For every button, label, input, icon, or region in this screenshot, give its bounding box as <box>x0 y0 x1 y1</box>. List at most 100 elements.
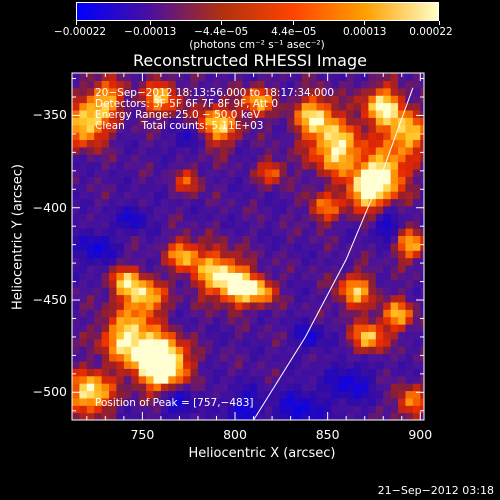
heatmap-cell <box>301 397 310 406</box>
heatmap-cell <box>72 109 81 118</box>
heatmap-cell <box>257 168 266 177</box>
energy-range-annotation: Energy Range: 25.0 − 50.0 keV <box>95 109 261 121</box>
heatmap-cell <box>309 154 318 163</box>
heatmap-cell <box>346 368 355 377</box>
heatmap-cell <box>79 324 88 332</box>
heatmap-cell <box>375 132 384 141</box>
heatmap-cell <box>412 397 421 406</box>
heatmap-cell <box>346 412 355 420</box>
heatmap-cell <box>286 279 295 288</box>
heatmap-cell <box>346 168 355 177</box>
heatmap-cell <box>168 191 177 200</box>
heatmap-cell <box>79 73 88 81</box>
heatmap-cell <box>309 176 318 185</box>
heatmap-cell <box>220 397 229 406</box>
heatmap-cell <box>286 191 295 200</box>
heatmap-cell <box>272 242 281 251</box>
heatmap-cell <box>160 412 169 420</box>
heatmap-cell <box>412 87 421 96</box>
heatmap-cell <box>190 301 199 310</box>
heatmap-cell <box>316 95 325 104</box>
heatmap-cell <box>242 257 251 266</box>
heatmap-cell <box>323 301 332 310</box>
heatmap-cell <box>249 272 258 281</box>
heatmap-cell <box>72 309 81 318</box>
heatmap-cell <box>242 375 251 384</box>
heatmap-cell <box>86 73 95 81</box>
heatmap-cell <box>242 309 251 318</box>
heatmap-cell <box>86 360 95 369</box>
heatmap-cell <box>249 176 258 185</box>
heatmap-cell <box>109 272 118 281</box>
heatmap-cell <box>338 405 347 414</box>
heatmap-cell <box>279 412 288 420</box>
heatmap-cell <box>390 257 399 266</box>
heatmap-cell <box>197 368 206 377</box>
heatmap-cell <box>361 257 370 266</box>
heatmap-cell <box>94 383 103 392</box>
heatmap-cell <box>72 301 81 310</box>
heatmap-cell <box>94 397 103 406</box>
x-tick-label: 800 <box>223 427 247 442</box>
heatmap-cell <box>175 301 184 310</box>
heatmap-cell <box>398 80 407 89</box>
heatmap-cell <box>242 124 251 133</box>
heatmap-cell <box>116 124 125 133</box>
heatmap-cell <box>264 87 273 96</box>
heatmap-cell <box>331 257 340 266</box>
heatmap-cell <box>94 117 103 126</box>
heatmap-cell <box>138 132 147 141</box>
heatmap-cell <box>123 117 132 126</box>
heatmap-cell <box>227 368 236 377</box>
heatmap-cell <box>316 146 325 155</box>
heatmap-cell <box>353 102 362 111</box>
heatmap-cell <box>183 383 192 392</box>
heatmap-cell <box>316 360 325 369</box>
heatmap-cell <box>235 360 244 369</box>
heatmap-cell <box>86 213 95 222</box>
heatmap-cell <box>123 95 132 104</box>
heatmap-cell <box>183 235 192 244</box>
heatmap-cell <box>72 360 81 369</box>
heatmap-cell <box>405 368 414 377</box>
heatmap-cell <box>153 183 162 192</box>
heatmap-cell <box>375 360 384 369</box>
heatmap-cell <box>346 139 355 148</box>
heatmap-cell <box>160 220 169 229</box>
heatmap-cell <box>264 272 273 281</box>
heatmap-cell <box>131 309 140 318</box>
heatmap-cell <box>375 228 384 237</box>
heatmap-cell <box>86 353 95 362</box>
heatmap-cell <box>168 176 177 185</box>
heatmap-cell <box>183 220 192 229</box>
heatmap-cell <box>168 80 177 89</box>
heatmap-cell <box>131 375 140 384</box>
heatmap-cell <box>294 109 303 118</box>
heatmap-cell <box>86 205 95 214</box>
heatmap-cell <box>79 346 88 355</box>
heatmap-cell <box>383 235 392 244</box>
heatmap-cell <box>390 316 399 325</box>
heatmap-cell <box>220 146 229 155</box>
heatmap-cell <box>175 250 184 259</box>
heatmap-cell <box>264 294 273 303</box>
heatmap-cell <box>286 375 295 384</box>
heatmap-cell <box>101 272 110 281</box>
heatmap-cell <box>272 205 281 214</box>
heatmap-cell <box>390 87 399 96</box>
heatmap-cell <box>398 124 407 133</box>
heatmap-cell <box>420 161 424 170</box>
heatmap-cell <box>301 205 310 214</box>
heatmap-cell <box>138 220 147 229</box>
heatmap-cell <box>190 272 199 281</box>
heatmap-cell <box>375 102 384 111</box>
heatmap-cell <box>420 95 424 104</box>
heatmap-cell <box>242 390 251 399</box>
x-tick-label: 750 <box>130 427 155 442</box>
heatmap-cell <box>323 109 332 118</box>
heatmap-cell <box>183 294 192 303</box>
heatmap-cell <box>190 287 199 296</box>
heatmap-cell <box>279 257 288 266</box>
heatmap-cell <box>405 154 414 163</box>
heatmap-cell <box>279 139 288 148</box>
